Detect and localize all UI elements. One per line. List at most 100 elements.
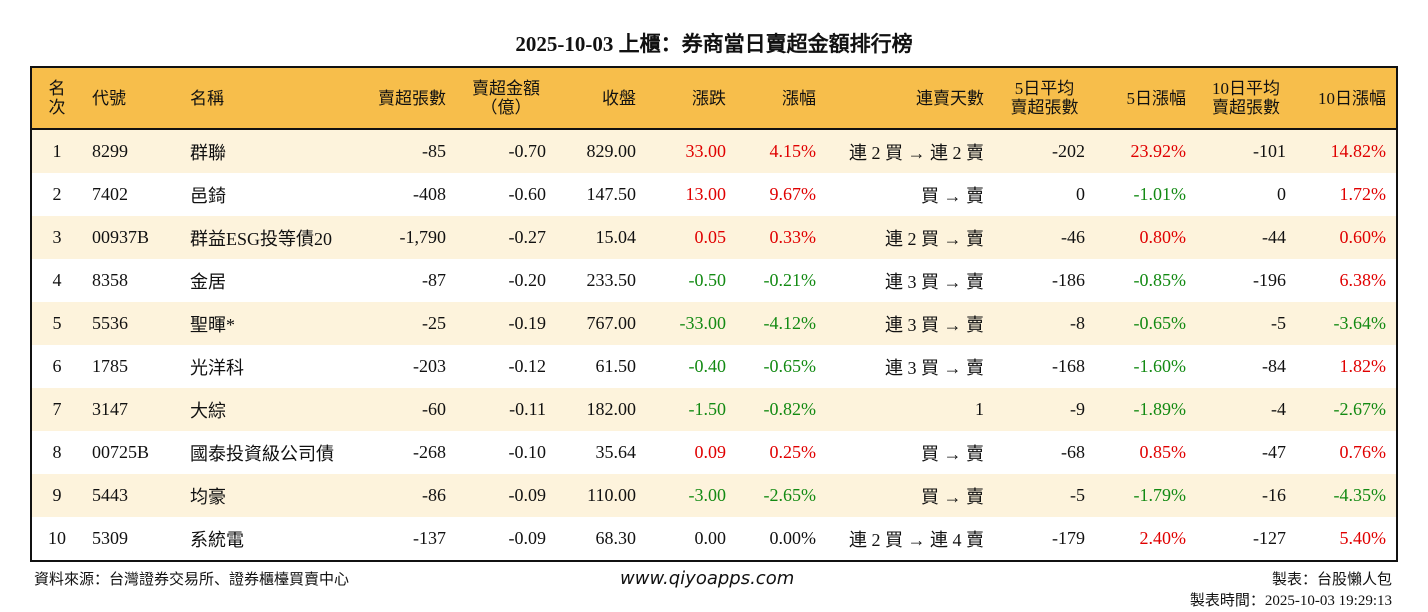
cell-avg10-net-sell: 0 — [1277, 184, 1286, 204]
cell-close: 182.00 — [556, 388, 646, 431]
header-avg10-net-sell: 10日平均 賣超張數 — [1196, 67, 1296, 130]
cell-avg10-net-sell: -196 — [1253, 270, 1286, 290]
cell-avg5-net-sell: -46 — [994, 216, 1095, 259]
cell-code: 5309 — [92, 528, 128, 548]
cell-net-sell-amount: -0.12 — [508, 356, 547, 376]
cell-code: 8299 — [82, 129, 180, 173]
cell-change-pct: 0.25% — [769, 442, 817, 462]
cell-consecutive-days: 連 3 買 → 賣 — [826, 302, 994, 345]
cell-close: 233.50 — [586, 270, 637, 290]
ranking-table: 名次 代號 名稱 賣超張數 賣超金額 （億） 收盤 漲跌 漲幅 連賣天數 5日平均 賣超張數 5日漲… — [30, 66, 1398, 562]
cell-change10-pct: 14.82% — [1296, 129, 1397, 173]
header-change10-pct: 10日漲幅 — [1296, 67, 1397, 130]
header-net-sell-amount: 賣超金額 （億） — [456, 67, 556, 130]
cell-net-sell-volume: -408 — [413, 184, 446, 204]
cell-net-sell-volume: -1,790 — [360, 216, 456, 259]
header-close: 收盤 — [556, 67, 646, 130]
cell-net-sell-amount: -0.60 — [508, 184, 547, 204]
maker: 製表：台股懶人包 — [1271, 572, 1392, 588]
cell-code: 5536 — [82, 302, 180, 345]
table-row: 1 8299 群聯 -85 -0.70 829.00 33.00 4.15% 連 2 買 → 連… — [31, 129, 1397, 173]
cell-rank: 2 — [52, 184, 62, 204]
cell-rank: 5 — [31, 302, 82, 345]
cell-rank: 7 — [31, 388, 82, 431]
cell-change5-pct: -1.01% — [1133, 184, 1187, 204]
cell-change10-pct: 1.82% — [1339, 356, 1387, 376]
made-time: 製表時間：2025-10-03 19:29:13 — [1189, 593, 1392, 609]
cell-close: 767.00 — [556, 302, 646, 345]
cell-code: 00725B — [92, 442, 150, 462]
cell-rank: 8 — [52, 442, 62, 462]
cell-avg5-net-sell: -179 — [1052, 528, 1085, 548]
cell-change: 0.00 — [694, 528, 727, 548]
cell-code: 7402 — [92, 184, 128, 204]
cell-change10-pct: 5.40% — [1339, 528, 1387, 548]
cell-name: 光洋科 — [190, 357, 244, 378]
header-change5-pct: 5日漲幅 — [1095, 67, 1196, 130]
cell-close: 61.50 — [595, 356, 637, 376]
cell-net-sell-volume: -25 — [360, 302, 456, 345]
cell-avg5-net-sell: -9 — [994, 388, 1095, 431]
cell-rank: 3 — [31, 216, 82, 259]
cell-close: 147.50 — [586, 184, 637, 204]
cell-avg5-net-sell: -8 — [994, 302, 1095, 345]
cell-consecutive-days: 買 → 賣 — [921, 443, 984, 464]
table-row: 7 3147 大綜 -60 -0.11 182.00 -1.50 -0.82% 1 -9 -1.89… — [31, 388, 1397, 431]
cell-net-sell-volume: -86 — [360, 474, 456, 517]
cell-rank: 1 — [31, 129, 82, 173]
cell-change10-pct: 1.72% — [1339, 184, 1387, 204]
data-source: 資料來源：台灣證券交易所、證券櫃檯買賣中心 — [34, 572, 350, 588]
cell-code: 00937B — [82, 216, 180, 259]
cell-net-sell-volume: -85 — [360, 129, 456, 173]
cell-change10-pct: -2.67% — [1296, 388, 1397, 431]
cell-avg10-net-sell: -4 — [1196, 388, 1296, 431]
cell-net-sell-amount: -0.09 — [456, 474, 556, 517]
table-row: 2 7402 邑錡 -408 -0.60 147.50 13.00 9.67% 買 → 賣 0 -1… — [31, 173, 1397, 216]
cell-net-sell-amount: -0.10 — [508, 442, 547, 462]
cell-avg5-net-sell: -68 — [1061, 442, 1085, 462]
cell-change-pct: 0.00% — [769, 528, 817, 548]
cell-change-pct: -2.65% — [736, 474, 826, 517]
cell-change: 13.00 — [685, 184, 727, 204]
page-title: 2025-10-03 上櫃：券商當日賣超金額排行榜 — [515, 32, 913, 56]
cell-close: 68.30 — [595, 528, 637, 548]
cell-change: -0.50 — [688, 270, 727, 290]
header-consecutive-days: 連賣天數 — [826, 67, 994, 130]
cell-name: 系統電 — [190, 529, 244, 550]
cell-avg10-net-sell: -101 — [1196, 129, 1296, 173]
cell-consecutive-days: 連 2 買 → 連 2 賣 — [826, 129, 994, 173]
cell-consecutive-days: 連 2 買 → 賣 — [826, 216, 994, 259]
cell-change5-pct: 2.40% — [1139, 528, 1187, 548]
cell-rank: 9 — [31, 474, 82, 517]
cell-name: 均豪 — [180, 474, 360, 517]
cell-avg10-net-sell: -127 — [1253, 528, 1286, 548]
cell-change10-pct: 0.76% — [1339, 442, 1387, 462]
cell-change10-pct: -4.35% — [1296, 474, 1397, 517]
cell-change: -0.40 — [688, 356, 727, 376]
cell-name: 群聯 — [180, 129, 360, 173]
cell-close: 110.00 — [556, 474, 646, 517]
cell-change5-pct: -0.65% — [1095, 302, 1196, 345]
cell-close: 829.00 — [556, 129, 646, 173]
cell-name: 金居 — [190, 271, 226, 292]
website-url: www.qiyoapps.com — [620, 568, 795, 589]
cell-net-sell-volume: -60 — [360, 388, 456, 431]
header-avg5-net-sell: 5日平均 賣超張數 — [994, 67, 1095, 130]
cell-name: 聖暉* — [180, 302, 360, 345]
cell-net-sell-amount: -0.27 — [456, 216, 556, 259]
cell-change5-pct: -1.79% — [1095, 474, 1196, 517]
table-row: 4 8358 金居 -87 -0.20 233.50 -0.50 -0.21% 連 3 買 → … — [31, 259, 1397, 302]
table-row: 9 5443 均豪 -86 -0.09 110.00 -3.00 -2.65% 買 → 賣 -5-… — [31, 474, 1397, 517]
header-change: 漲跌 — [646, 67, 736, 130]
cell-avg5-net-sell: -186 — [1052, 270, 1085, 290]
cell-consecutive-days: 買 → 賣 — [921, 185, 984, 206]
cell-change5-pct: -1.89% — [1095, 388, 1196, 431]
cell-change-pct: -0.21% — [763, 270, 817, 290]
table-row: 6 1785 光洋科 -203 -0.12 61.50 -0.40 -0.65% 連 3 買 →… — [31, 345, 1397, 388]
cell-net-sell-amount: -0.19 — [456, 302, 556, 345]
cell-avg5-net-sell: -202 — [994, 129, 1095, 173]
cell-change-pct: -4.12% — [736, 302, 826, 345]
table-row: 3 00937B 群益ESG投等債20 -1,790 -0.27 15.04 0.05 0.3… — [31, 216, 1397, 259]
cell-close: 15.04 — [556, 216, 646, 259]
cell-change-pct: -0.65% — [763, 356, 817, 376]
